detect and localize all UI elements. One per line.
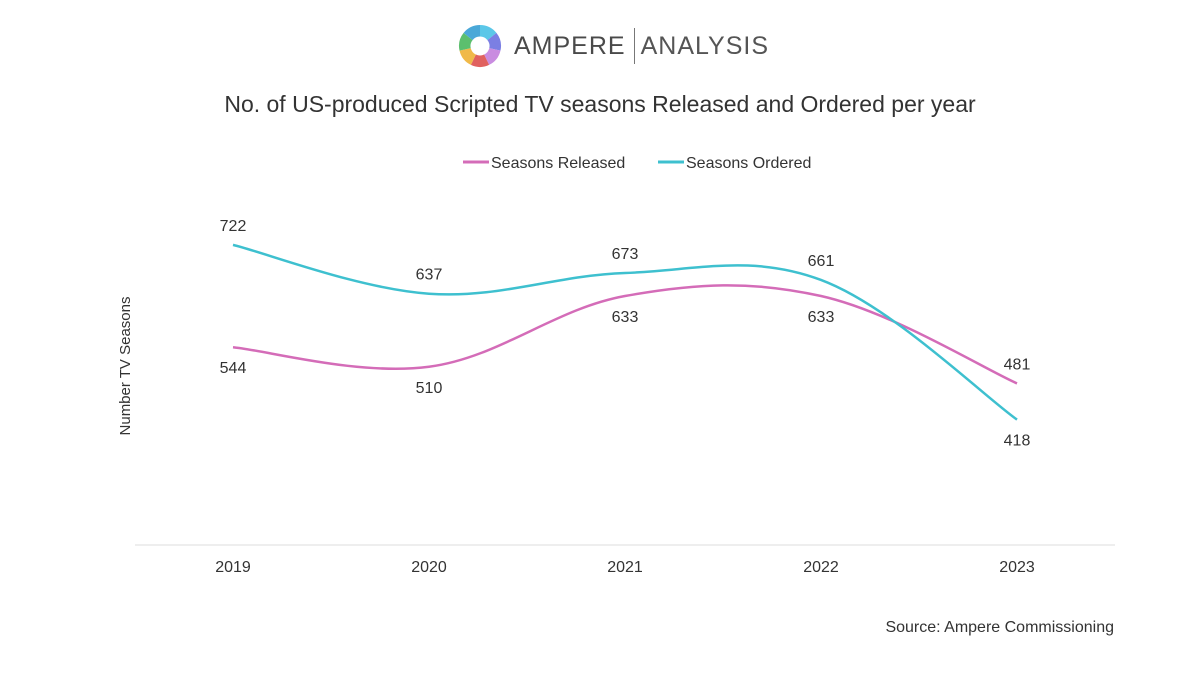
brand-name-part1: AMPERE <box>514 31 626 60</box>
data-label-released: 481 <box>1004 356 1031 373</box>
logo-segment <box>459 32 473 51</box>
data-label-ordered: 418 <box>1004 433 1031 450</box>
logo-segment <box>487 32 501 51</box>
logo-segment <box>480 25 497 41</box>
data-label-released: 510 <box>416 380 443 397</box>
legend-label-ordered: Seasons Ordered <box>686 155 811 172</box>
data-label-ordered: 722 <box>220 218 247 235</box>
logo-segment <box>463 25 480 41</box>
brand-name-part2: ANALYSIS <box>640 31 770 60</box>
data-label-ordered: 637 <box>416 267 443 284</box>
x-tick-label: 2021 <box>607 559 643 576</box>
logo-segment <box>484 48 501 65</box>
ampere-logo: AMPERE ANALYSIS <box>458 24 769 68</box>
y-axis-label: Number TV Seasons <box>117 297 134 436</box>
x-tick-label: 2019 <box>215 559 251 576</box>
brand-separator <box>633 28 635 64</box>
legend-label-released: Seasons Released <box>491 155 625 172</box>
series-line-ordered <box>232 243 1018 421</box>
data-label-ordered: 661 <box>808 253 835 270</box>
data-label-released: 633 <box>612 309 639 326</box>
logo-segment <box>459 48 476 65</box>
x-tick-label: 2022 <box>803 559 839 576</box>
source-note: Source: Ampere Commissioning <box>885 619 1114 636</box>
x-tick-label: 2023 <box>999 559 1035 576</box>
chart-title: No. of US-produced Scripted TV seasons R… <box>224 91 976 117</box>
brand-name: AMPERE ANALYSIS <box>514 28 769 64</box>
ampere-donut-icon <box>459 25 501 67</box>
data-label-released: 633 <box>808 309 835 326</box>
series-line-released <box>232 284 1018 385</box>
logo-segment <box>470 54 490 67</box>
data-label-released: 544 <box>220 360 247 377</box>
x-tick-label: 2020 <box>411 559 447 576</box>
data-label-ordered: 673 <box>612 246 639 263</box>
